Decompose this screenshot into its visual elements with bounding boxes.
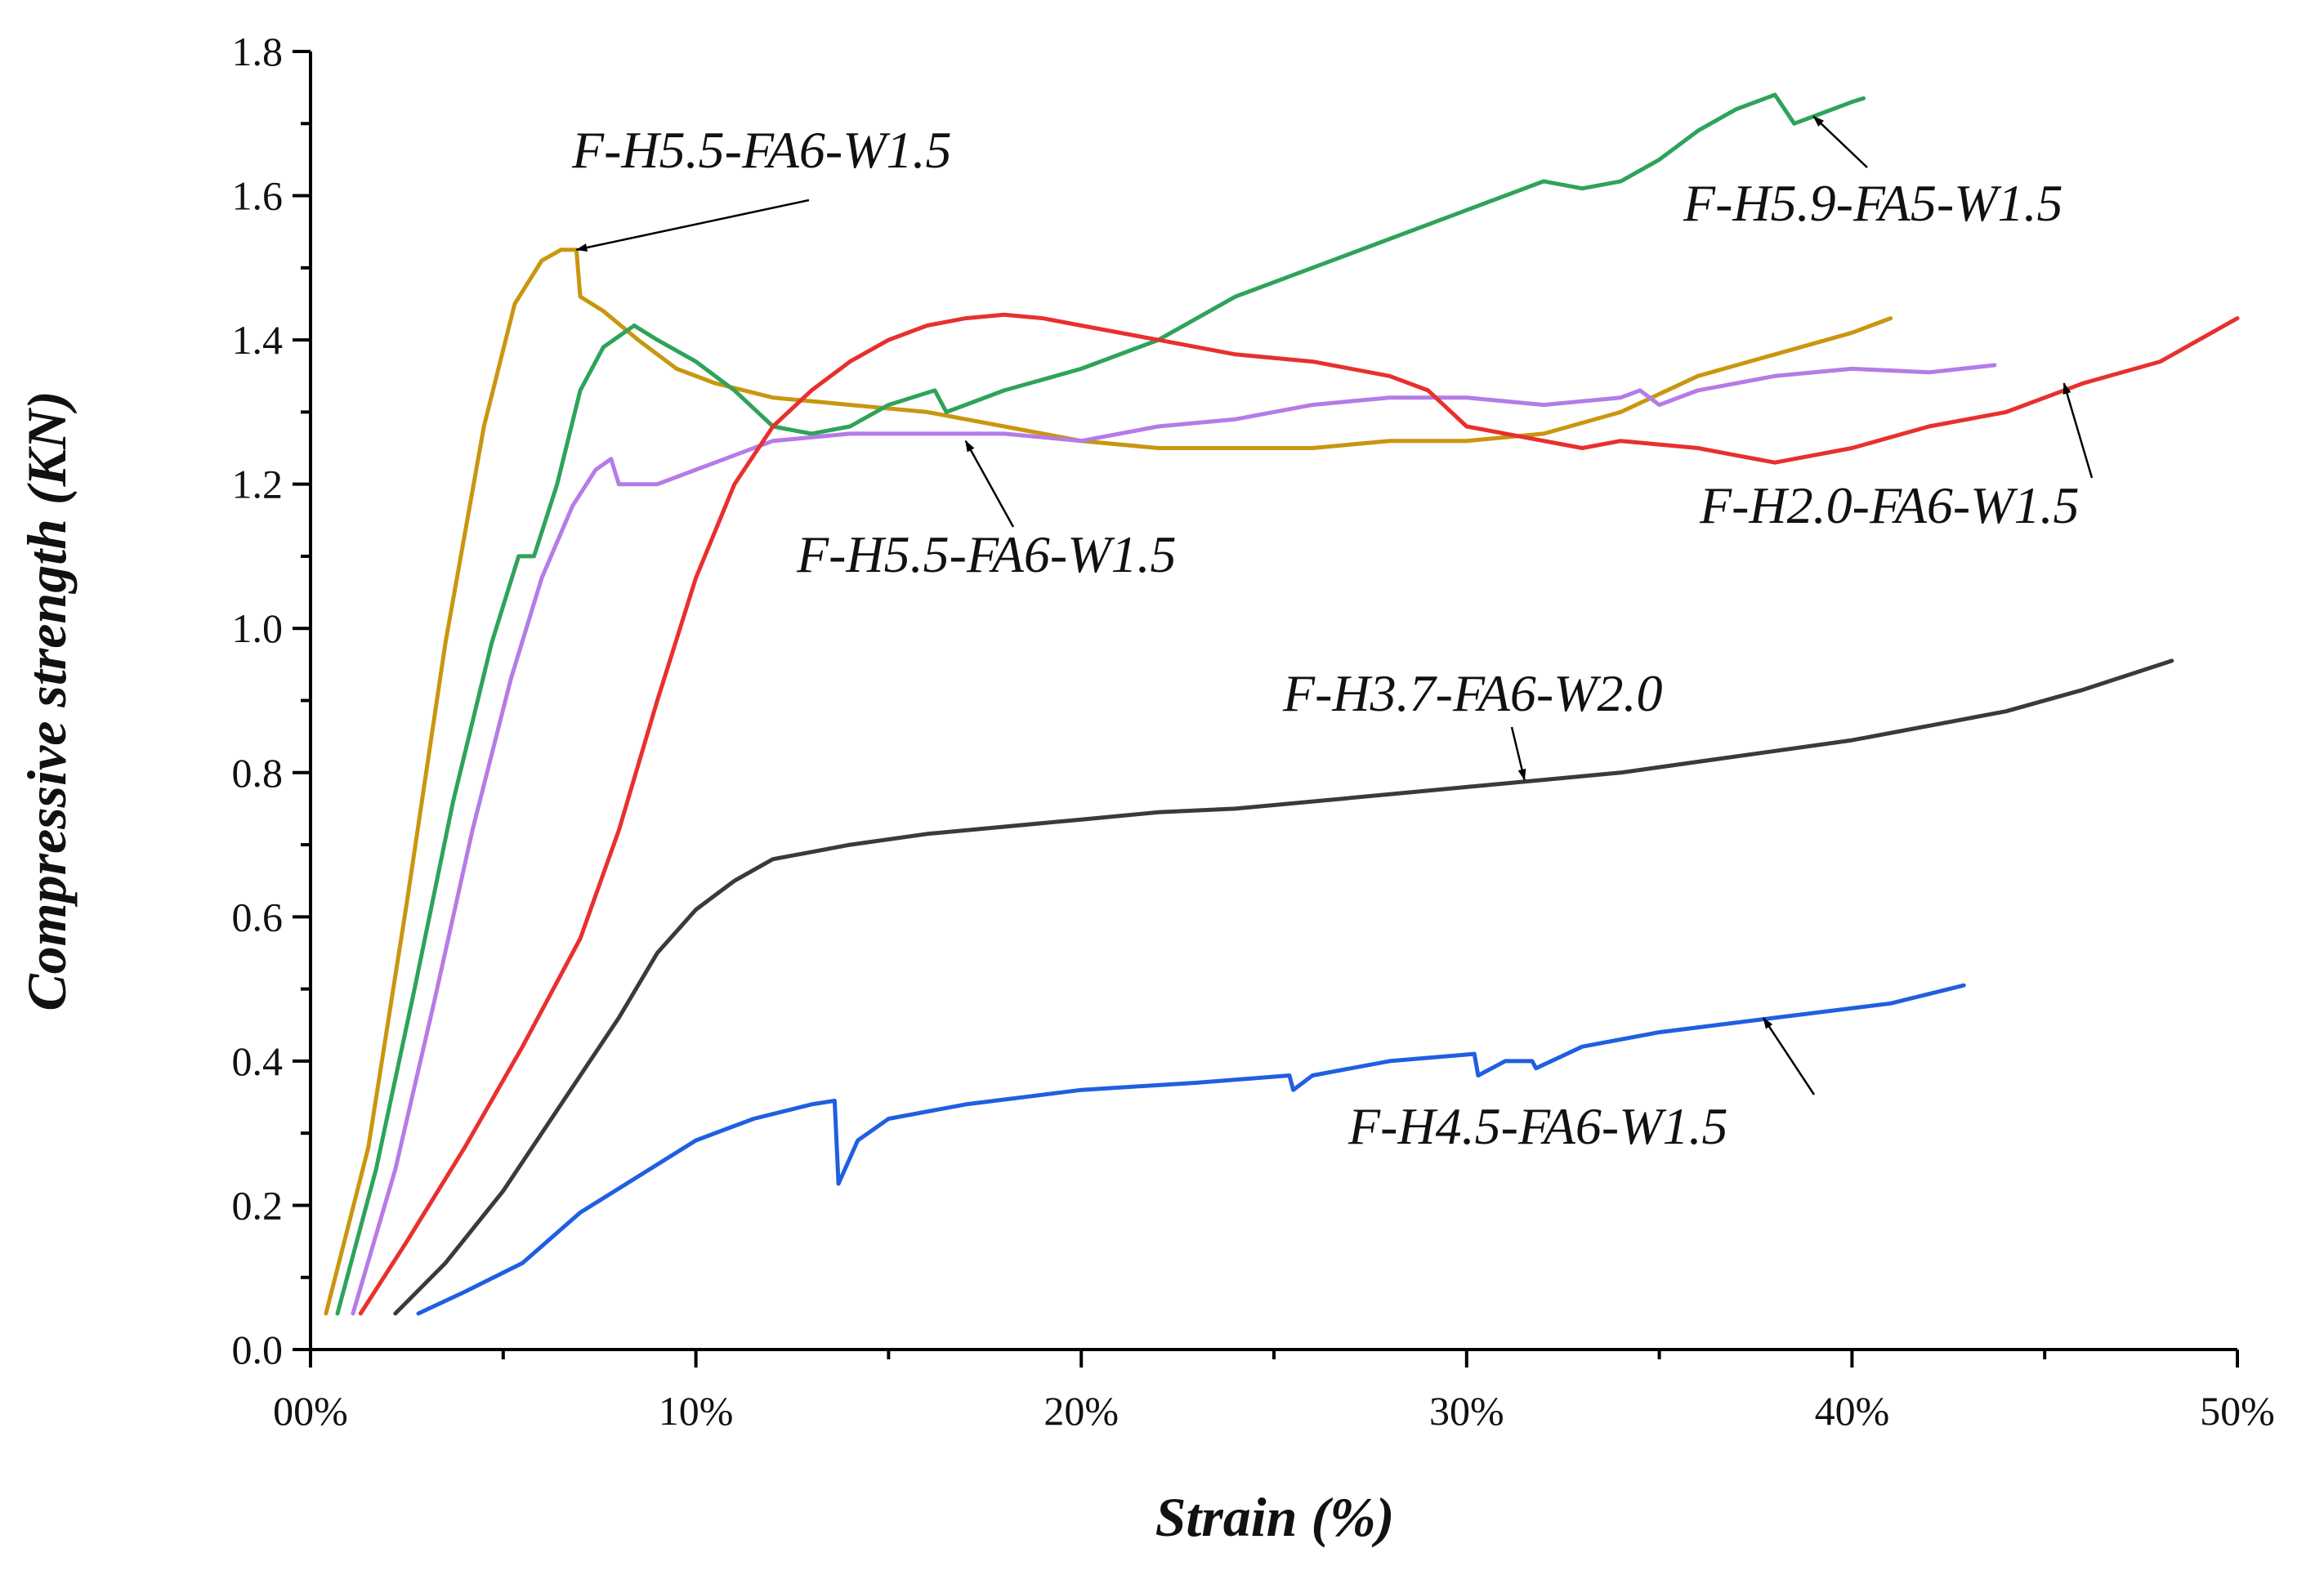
axes [309, 51, 2237, 1351]
annotation-arrow [1762, 1017, 1816, 1095]
x-tick-label: 50% [2200, 1388, 2275, 1434]
y-tick-label: 0.4 [232, 1038, 284, 1084]
y-tick-label: 0.0 [232, 1327, 284, 1372]
series-line-1 [335, 92, 1866, 1316]
series-annotation-label: F-H2.0-FA6-W1.5 [1699, 476, 2080, 534]
y-ticks: 0.0 0.2 0.4 0.6 0.8 1.0 1.2 1.4 1.6 1.8 [232, 29, 311, 1372]
annotation-arrows [575, 115, 2094, 1095]
x-tick-label: 20% [1044, 1388, 1119, 1434]
series-annotation-label: F-H5.5-FA6-W1.5 [571, 121, 952, 179]
y-tick-label: 1.0 [232, 605, 284, 651]
series-annotation-label: F-H4.5-FA6-W1.5 [1347, 1097, 1728, 1155]
x-ticks: 00% 10% 20% 30% 40% 50% [273, 1350, 2275, 1434]
annotation-arrow [2063, 382, 2094, 479]
plot-lines [324, 92, 2240, 1316]
y-tick-label: 1.4 [232, 317, 284, 363]
series-line-5 [416, 983, 1966, 1316]
y-axis-title: Compressive strength (KN) [16, 390, 78, 1011]
x-tick-label: 30% [1429, 1388, 1504, 1434]
x-tick-label: 10% [659, 1388, 734, 1434]
x-tick-label: 40% [1815, 1388, 1890, 1434]
y-tick-label: 1.6 [232, 173, 284, 219]
annotation-arrow [1812, 115, 1868, 168]
y-tick-label: 0.2 [232, 1182, 284, 1228]
series-line-4 [393, 658, 2174, 1316]
series-annotation-label: F-H3.7-FA6-W2.0 [1282, 664, 1663, 722]
series-line-2 [351, 363, 1997, 1316]
annotation-arrow [575, 199, 810, 252]
x-axis-title: Strain (%) [1155, 1486, 1395, 1548]
series-line-0 [324, 248, 1893, 1316]
y-tick-label: 0.8 [232, 750, 284, 796]
y-tick-label: 1.8 [232, 29, 284, 74]
x-tick-label: 00% [273, 1388, 348, 1434]
y-tick-label: 1.2 [232, 462, 284, 507]
series-annotation-label: F-H5.9-FA5-W1.5 [1683, 174, 2063, 232]
series-line-3 [358, 312, 2240, 1316]
annotation-labels: F-H5.5-FA6-W1.5 F-H5.9-FA5-W1.5 F-H5.5-FA6… [571, 121, 2080, 1155]
series-annotation-label: F-H5.5-FA6-W1.5 [796, 525, 1177, 583]
y-tick-label: 0.6 [232, 894, 284, 939]
annotation-arrow [964, 440, 1015, 528]
annotation-arrow [1510, 726, 1526, 781]
